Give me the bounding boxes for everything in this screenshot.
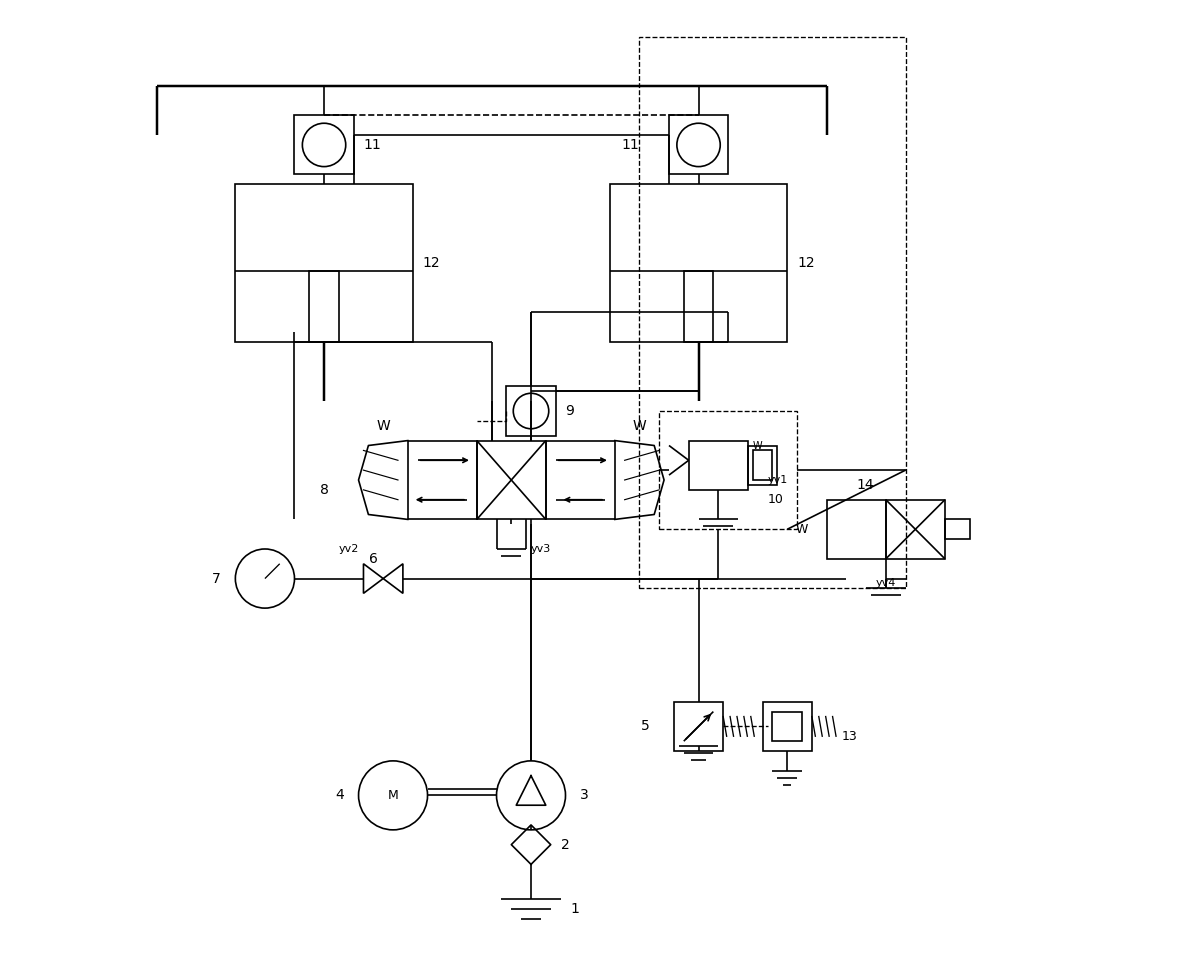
Polygon shape xyxy=(383,564,403,593)
Bar xyxy=(827,500,886,559)
Text: M: M xyxy=(388,789,398,802)
Text: 10: 10 xyxy=(768,493,784,506)
Text: 13: 13 xyxy=(841,730,857,743)
Bar xyxy=(944,519,970,540)
Bar xyxy=(408,441,476,519)
Text: 2: 2 xyxy=(560,838,569,852)
Text: 6: 6 xyxy=(368,552,378,565)
Bar xyxy=(763,702,812,751)
Circle shape xyxy=(302,123,346,167)
Text: 14: 14 xyxy=(857,478,874,492)
Bar xyxy=(752,450,773,480)
Text: 1: 1 xyxy=(570,901,580,916)
Text: 4: 4 xyxy=(335,788,343,803)
Bar xyxy=(674,702,724,751)
Text: W: W xyxy=(377,419,390,433)
Bar xyxy=(506,386,556,436)
Text: 12: 12 xyxy=(422,256,440,270)
Bar xyxy=(294,115,354,175)
Text: 5: 5 xyxy=(641,719,649,733)
Circle shape xyxy=(497,761,565,829)
Bar xyxy=(668,115,728,175)
Text: yv3: yv3 xyxy=(532,544,551,554)
Circle shape xyxy=(235,549,294,608)
Bar xyxy=(310,271,338,342)
Bar xyxy=(546,441,614,519)
Bar xyxy=(610,184,787,342)
Text: yv1: yv1 xyxy=(768,475,787,485)
Text: W: W xyxy=(632,419,647,433)
Text: W: W xyxy=(796,523,809,536)
Text: yv2: yv2 xyxy=(338,544,359,554)
Bar xyxy=(773,711,802,741)
Bar xyxy=(748,445,778,485)
Text: 9: 9 xyxy=(565,404,575,418)
Bar xyxy=(684,271,713,342)
Circle shape xyxy=(514,394,548,429)
Bar xyxy=(659,411,797,529)
Polygon shape xyxy=(364,564,383,593)
Text: 8: 8 xyxy=(320,483,329,497)
Text: 3: 3 xyxy=(581,788,589,803)
Text: 11: 11 xyxy=(622,138,640,152)
Text: W: W xyxy=(752,441,762,450)
Text: yv4: yv4 xyxy=(876,579,896,588)
Bar xyxy=(640,36,906,588)
Bar xyxy=(235,184,413,342)
Text: 11: 11 xyxy=(364,138,382,152)
Text: 12: 12 xyxy=(797,256,815,270)
Circle shape xyxy=(359,761,427,829)
Bar xyxy=(689,441,748,490)
Bar xyxy=(886,500,944,559)
Bar xyxy=(476,441,546,519)
Circle shape xyxy=(677,123,720,167)
Text: 7: 7 xyxy=(212,571,221,586)
